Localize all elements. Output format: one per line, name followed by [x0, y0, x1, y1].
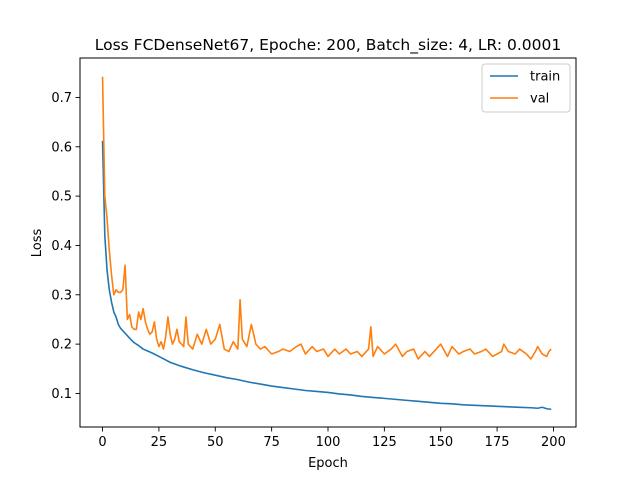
x-tick-label: 100	[316, 435, 341, 450]
y-tick-label: 0.2	[51, 338, 72, 353]
legend-label-train: train	[530, 70, 560, 85]
y-tick-label: 0.3	[51, 288, 72, 303]
x-tick-label: 150	[428, 435, 453, 450]
y-tick-label: 0.1	[51, 387, 72, 402]
plot-frame	[79, 57, 577, 428]
x-tick-label: 25	[151, 435, 168, 450]
x-tick-label: 50	[207, 435, 224, 450]
x-axis-ticks: 0 25 50 75 100 125 150 175 200	[98, 427, 566, 450]
x-axis-label: Epoch	[308, 456, 348, 471]
x-tick-label: 200	[541, 435, 566, 450]
chart-title: Loss FCDenseNet67, Epoche: 200, Batch_si…	[95, 36, 561, 55]
x-tick-label: 0	[98, 435, 106, 450]
y-tick-label: 0.7	[51, 91, 72, 106]
y-tick-label: 0.6	[51, 140, 72, 155]
x-tick-label: 175	[485, 435, 510, 450]
plot-lines	[101, 76, 552, 411]
x-tick-label: 75	[263, 435, 280, 450]
series-line-val	[101, 76, 552, 360]
y-axis-label: Loss	[30, 229, 45, 258]
legend: train val	[481, 63, 571, 113]
y-tick-label: 0.5	[51, 190, 72, 205]
legend-label-val: val	[530, 92, 549, 107]
x-tick-label: 125	[372, 435, 397, 450]
series-line-train	[101, 140, 552, 411]
y-tick-label: 0.4	[51, 239, 72, 254]
y-axis-ticks: 0.1 0.2 0.3 0.4 0.5 0.6 0.7	[51, 91, 80, 402]
